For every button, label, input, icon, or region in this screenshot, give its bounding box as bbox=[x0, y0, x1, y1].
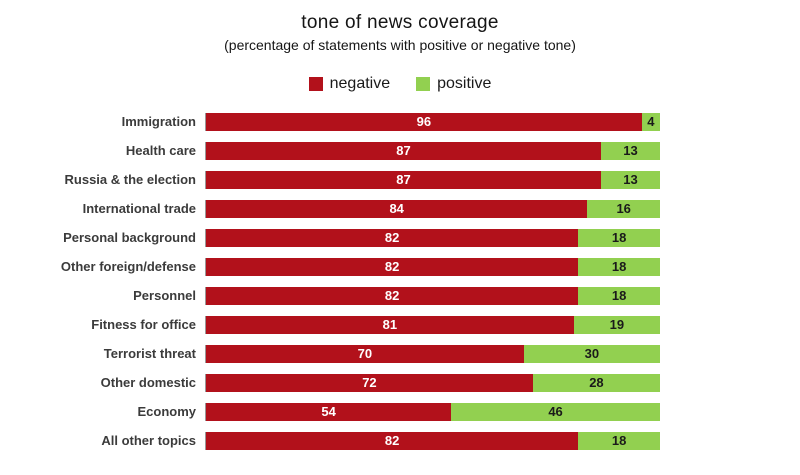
category-label: Terrorist threat bbox=[103, 346, 196, 361]
positive-value-label: 18 bbox=[611, 433, 627, 448]
bar-track: 81 19 bbox=[205, 315, 660, 334]
positive-bar-segment: 16 bbox=[587, 199, 660, 218]
category-label: All other topics bbox=[101, 433, 196, 448]
negative-bar-segment: 87 bbox=[206, 141, 601, 160]
positive-value-label: 30 bbox=[584, 346, 600, 361]
chart-row: Other domestic 72 28 bbox=[0, 368, 800, 397]
legend-item-negative: negative bbox=[308, 75, 391, 93]
positive-value-label: 46 bbox=[548, 404, 563, 419]
bar-track: 84 16 bbox=[205, 199, 660, 218]
bar-track: 87 13 bbox=[205, 170, 660, 189]
chart-row: Immigration 96 4 bbox=[0, 107, 800, 136]
chart-subtitle: (percentage of statements with positive … bbox=[224, 37, 576, 53]
legend-positive-label: positive bbox=[437, 75, 492, 92]
chart-row: Other foreign/defense 82 18 bbox=[0, 252, 800, 281]
category-label: Russia & the election bbox=[64, 172, 196, 187]
chart-row: International trade 84 16 bbox=[0, 194, 800, 223]
bar-track: 70 30 bbox=[205, 344, 660, 363]
positive-value-label: 13 bbox=[623, 143, 638, 158]
positive-value-label: 18 bbox=[611, 230, 627, 245]
negative-bar-segment: 82 bbox=[206, 257, 579, 276]
negative-value-label: 87 bbox=[396, 143, 411, 158]
positive-bar-segment: 4 bbox=[641, 112, 660, 131]
negative-value-label: 96 bbox=[416, 114, 432, 129]
positive-swatch-icon bbox=[416, 77, 431, 91]
positive-bar-segment: 19 bbox=[573, 315, 660, 334]
negative-bar-segment: 81 bbox=[206, 315, 574, 334]
positive-value-label: 18 bbox=[611, 259, 627, 274]
chart-row: Health care 87 13 bbox=[0, 136, 800, 165]
negative-bar-segment: 96 bbox=[206, 112, 642, 131]
bar-track: 87 13 bbox=[205, 141, 660, 160]
positive-value-label: 13 bbox=[623, 172, 638, 187]
negative-value-label: 81 bbox=[382, 317, 398, 332]
positive-bar-segment: 46 bbox=[451, 402, 660, 421]
chart-row: Personal background 82 18 bbox=[0, 223, 800, 252]
negative-value-label: 70 bbox=[357, 346, 373, 361]
positive-bar-segment: 18 bbox=[578, 257, 660, 276]
negative-value-label: 82 bbox=[384, 230, 400, 245]
category-label: Personal background bbox=[63, 230, 196, 245]
negative-value-label: 84 bbox=[389, 201, 404, 216]
negative-bar-segment: 84 bbox=[206, 199, 588, 218]
chart-row: Economy 54 46 bbox=[0, 397, 800, 426]
chart-row: Fitness for office 81 19 bbox=[0, 310, 800, 339]
legend-negative-label: negative bbox=[329, 75, 391, 92]
negative-bar-segment: 72 bbox=[206, 373, 533, 392]
legend: negative positive bbox=[0, 75, 800, 93]
negative-bar-segment: 87 bbox=[206, 170, 601, 189]
bar-track: 82 18 bbox=[205, 228, 660, 247]
category-label: Fitness for office bbox=[91, 317, 196, 332]
positive-value-label: 28 bbox=[589, 375, 604, 390]
negative-value-label: 87 bbox=[396, 172, 411, 187]
category-label: Economy bbox=[137, 404, 196, 419]
category-label: Personnel bbox=[133, 288, 196, 303]
positive-bar-segment: 13 bbox=[600, 141, 660, 160]
bar-track: 82 18 bbox=[205, 431, 660, 450]
stacked-bar-chart: Immigration 96 4 Health care 87 13 Russia & th… bbox=[0, 107, 800, 455]
bar-track: 72 28 bbox=[205, 373, 660, 392]
positive-value-label: 16 bbox=[616, 201, 631, 216]
negative-value-label: 72 bbox=[362, 375, 377, 390]
positive-bar-segment: 13 bbox=[600, 170, 660, 189]
negative-swatch-icon bbox=[308, 77, 323, 91]
negative-bar-segment: 82 bbox=[206, 431, 579, 450]
positive-value-label: 18 bbox=[611, 288, 627, 303]
bar-track: 82 18 bbox=[205, 286, 660, 305]
category-label: International trade bbox=[82, 201, 196, 216]
bar-track: 96 4 bbox=[205, 112, 660, 131]
chart-row: Terrorist threat 70 30 bbox=[0, 339, 800, 368]
positive-bar-segment: 18 bbox=[578, 228, 660, 247]
negative-bar-segment: 54 bbox=[206, 402, 452, 421]
positive-value-label: 19 bbox=[609, 317, 625, 332]
positive-value-label: 4 bbox=[647, 114, 655, 129]
category-label: Other foreign/defense bbox=[60, 259, 196, 274]
positive-bar-segment: 18 bbox=[578, 286, 660, 305]
negative-bar-segment: 82 bbox=[206, 286, 579, 305]
positive-bar-segment: 28 bbox=[532, 373, 660, 392]
positive-bar-segment: 30 bbox=[523, 344, 660, 363]
bar-track: 82 18 bbox=[205, 257, 660, 276]
negative-value-label: 82 bbox=[384, 433, 400, 448]
chart-row: Personnel 82 18 bbox=[0, 281, 800, 310]
negative-bar-segment: 82 bbox=[206, 228, 579, 247]
negative-bar-segment: 70 bbox=[206, 344, 524, 363]
chart-row: Russia & the election 87 13 bbox=[0, 165, 800, 194]
category-label: Other domestic bbox=[100, 375, 196, 390]
negative-value-label: 54 bbox=[321, 404, 336, 419]
chart-title: tone of news coverage bbox=[301, 12, 499, 33]
negative-value-label: 82 bbox=[384, 288, 400, 303]
category-label: Immigration bbox=[121, 114, 196, 129]
positive-bar-segment: 18 bbox=[578, 431, 660, 450]
category-label: Health care bbox=[125, 143, 196, 158]
negative-value-label: 82 bbox=[384, 259, 400, 274]
chart-row: All other topics 82 18 bbox=[0, 426, 800, 455]
bar-track: 54 46 bbox=[205, 402, 660, 421]
legend-item-positive: positive bbox=[416, 75, 491, 93]
